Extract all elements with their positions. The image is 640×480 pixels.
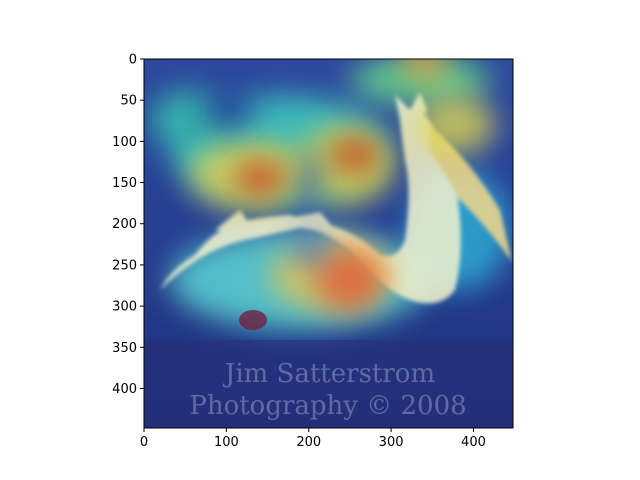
x-tick-label: 200 [296, 435, 321, 450]
y-tick-label: 0 [129, 53, 137, 68]
hotspot-body [316, 248, 384, 312]
y-tick-label: 50 [120, 94, 137, 109]
water-foreground [144, 340, 513, 428]
axes-frame [143, 58, 514, 429]
hotspot-upper-right [331, 137, 379, 173]
y-tick-label: 300 [112, 300, 137, 315]
heat-hot-layer [234, 59, 437, 312]
x-tick-label: 300 [379, 435, 404, 450]
y-tick-label: 200 [112, 217, 137, 232]
y-tick-label: 400 [112, 382, 137, 397]
y-axis: 0 50 100 150 200 250 300 350 400 [112, 53, 144, 397]
y-tick-label: 100 [112, 135, 137, 150]
y-tick-label: 150 [112, 176, 137, 191]
x-tick-label: 100 [214, 435, 239, 450]
plot-area: Jim Satterstrom Photography © 2008 [144, 59, 513, 428]
x-axis: 0 100 200 300 400 [140, 428, 486, 450]
dark-object [239, 310, 267, 330]
watermark-line-2: Photography © 2008 [189, 391, 466, 421]
y-tick-label: 350 [112, 341, 137, 356]
x-tick-label: 400 [461, 435, 486, 450]
x-tick-label: 0 [140, 435, 148, 450]
hotspot-top [413, 59, 437, 72]
heat-cool-spots [205, 90, 328, 264]
watermark-line-1: Jim Satterstrom [222, 359, 435, 389]
y-tick-label: 250 [112, 258, 137, 273]
hotspot-left [234, 162, 286, 194]
